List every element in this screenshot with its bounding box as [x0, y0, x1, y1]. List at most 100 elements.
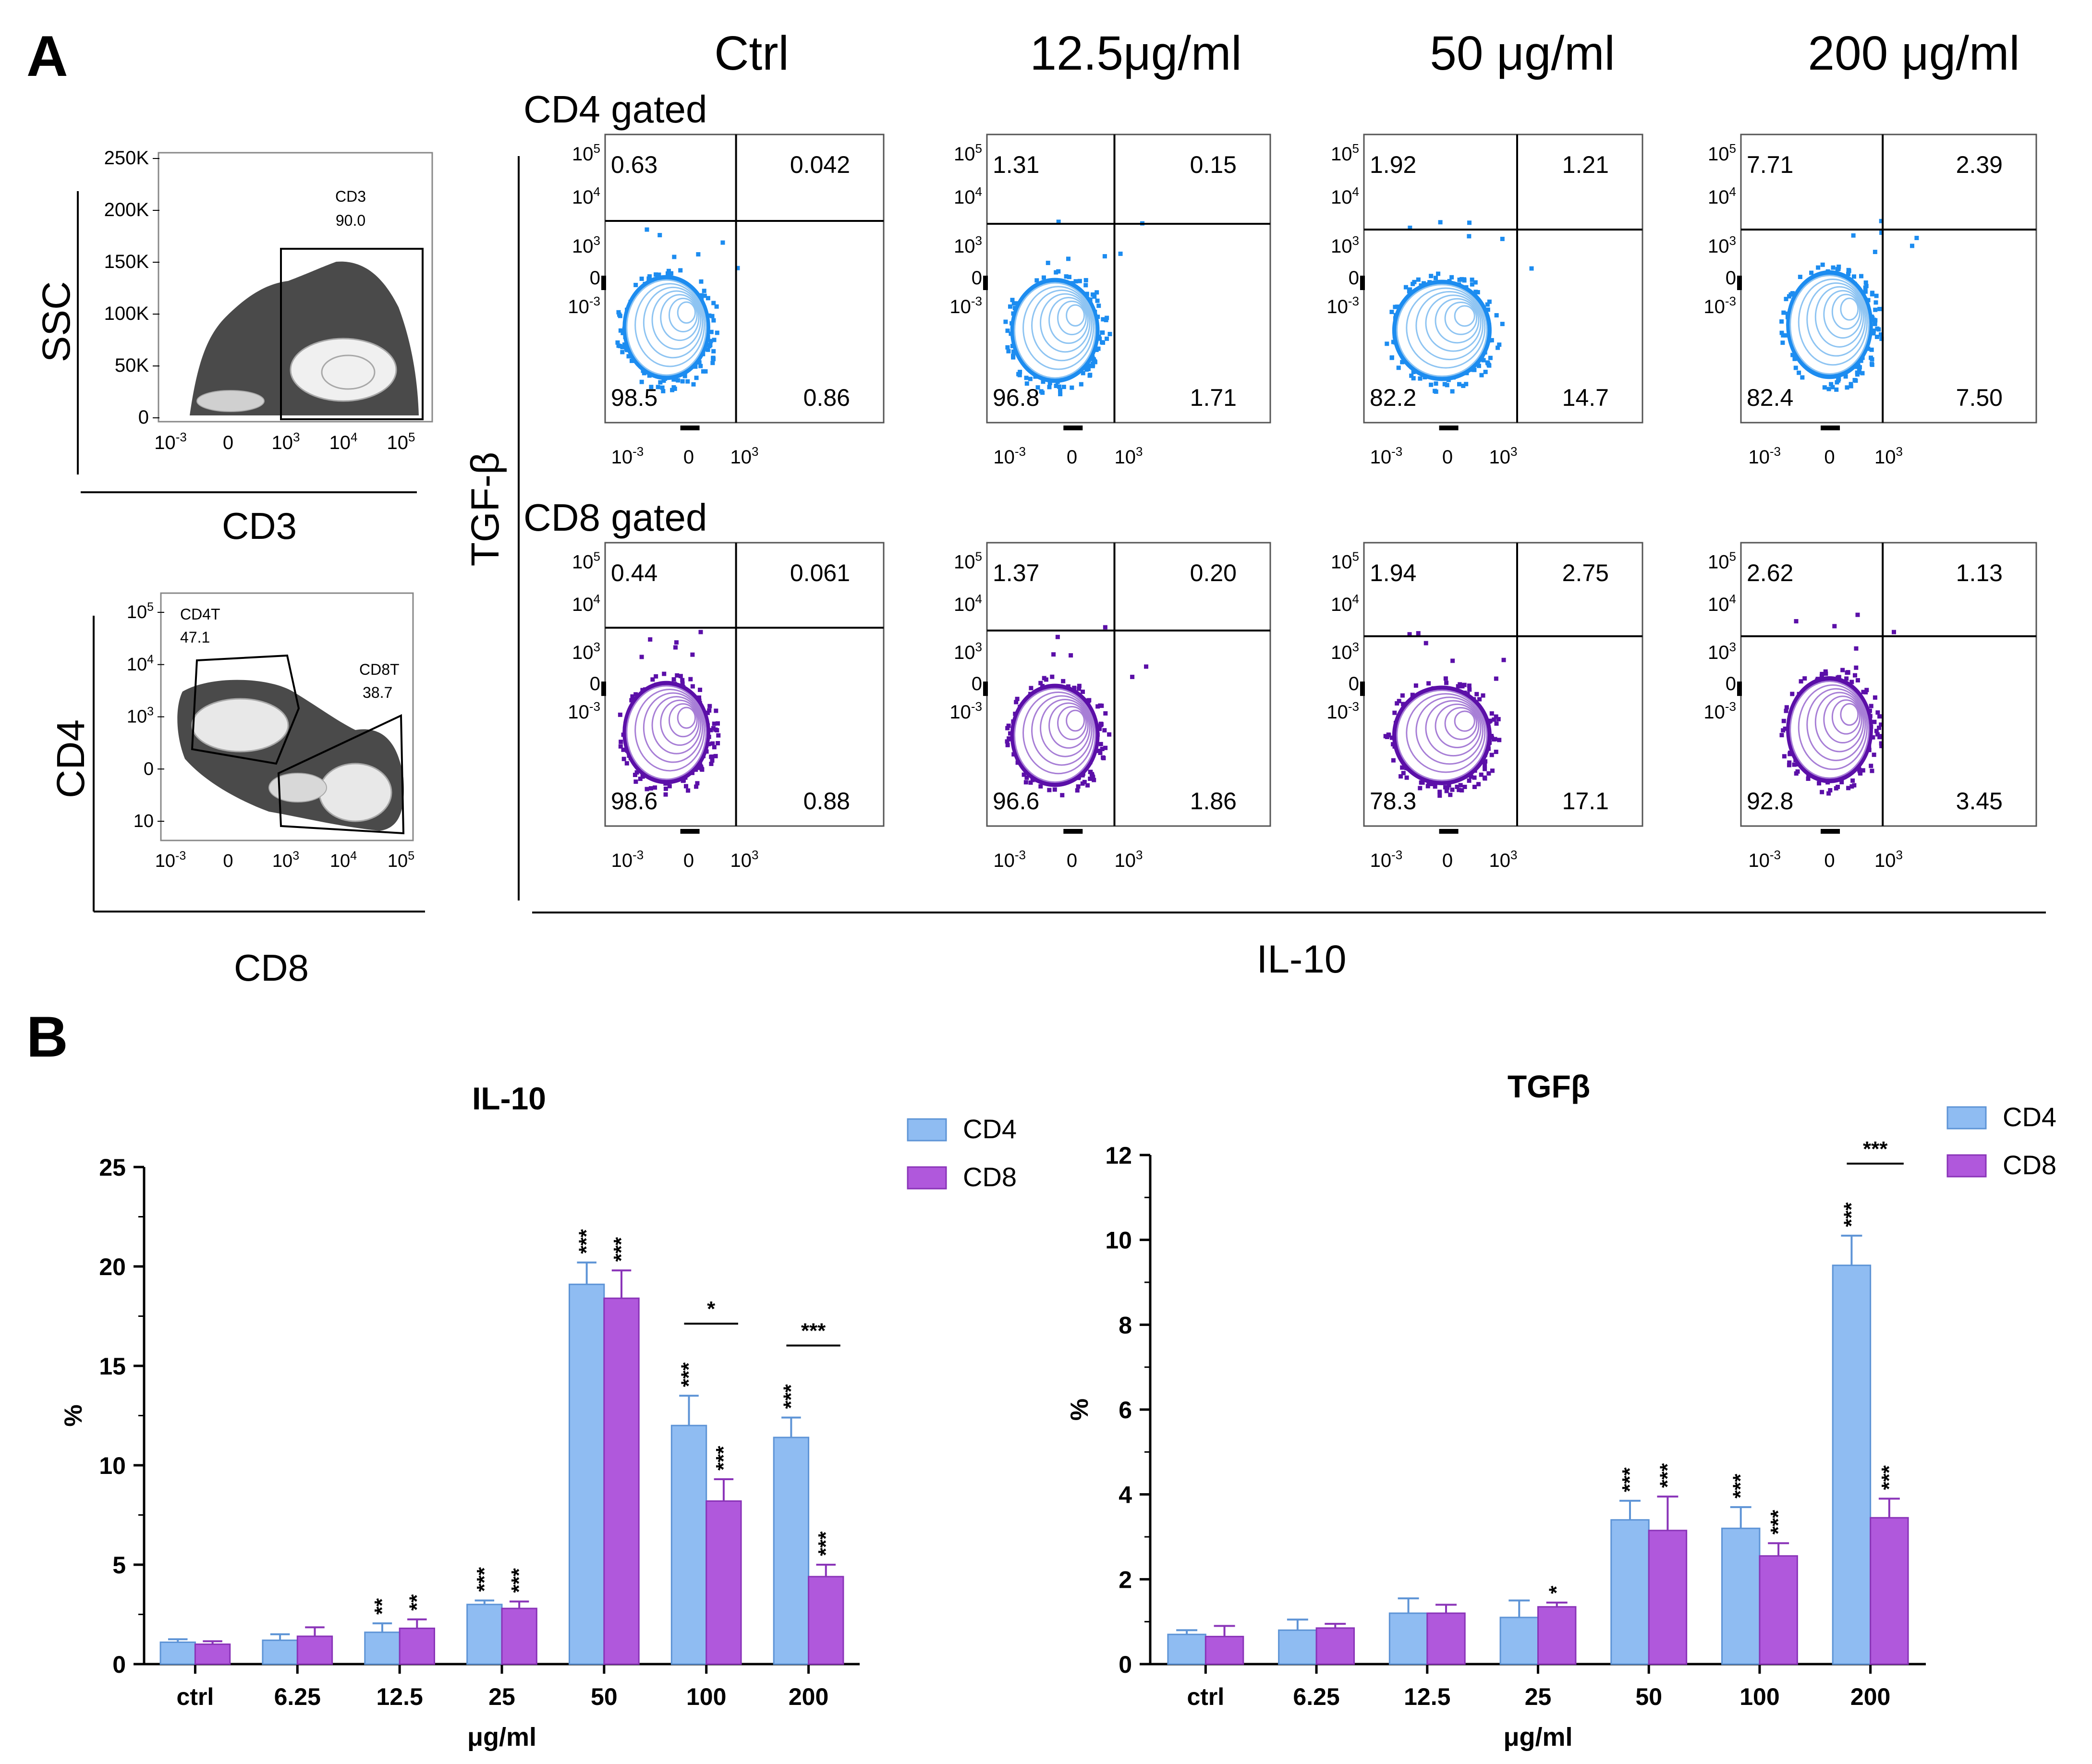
flow-scatter-dot [1100, 330, 1105, 335]
flow-scatter-dot [1095, 290, 1099, 295]
flow-scatter-dot [1477, 697, 1482, 702]
flow-contour-line [1066, 709, 1085, 732]
flow-scatter-dot [1024, 775, 1029, 780]
flow-y-tick-label: 0 [1349, 673, 1359, 694]
flow-scatter-dot [623, 334, 628, 339]
flow-scatter-dot [1081, 364, 1085, 369]
flow-scatter-dot [1050, 674, 1055, 679]
flow-scatter-dot [1449, 275, 1454, 280]
quadrant-value-ur: 2.75 [1562, 560, 1609, 586]
flow-scatter-dot [1849, 784, 1854, 789]
flow-scatter-dot [1447, 279, 1452, 283]
flow-scatter-dot [1426, 681, 1431, 686]
flow-scatter-dot [1874, 334, 1879, 339]
flow-scatter-dot [1060, 686, 1065, 691]
flow-y-tick-label: 105 [954, 549, 982, 572]
flow-y-axis-mark [1737, 276, 1742, 290]
flow-scatter-dot [634, 770, 639, 775]
flow-scatter-dot [1497, 342, 1502, 347]
flow-contour-line [651, 696, 702, 754]
flow-y-tick-label: 103 [572, 233, 600, 257]
flow-scatter-dot [697, 698, 702, 703]
flow-scatter-dot [1076, 784, 1081, 789]
flow-scatter-outlier [672, 255, 677, 259]
flow-scatter-outlier [1529, 266, 1534, 271]
flow-scatter-dot [1822, 385, 1827, 390]
flow-plot-cd4-3: 7.71 2.39 82.4 7.50 105 104 103 0 10-3 10-3 0 103 [1703, 134, 2037, 468]
quadrant-value-ul: 1.94 [1370, 560, 1416, 586]
chart-x-tick-label: 50 [591, 1683, 618, 1710]
flow-x-axis-mark [1821, 829, 1840, 834]
flow-scatter-dot [710, 361, 715, 365]
flow-scatter-dot [1389, 355, 1394, 360]
flow-scatter-dot [707, 344, 712, 349]
flow-contour-line [1040, 293, 1091, 353]
flow-scatter-dot [1483, 369, 1488, 374]
chart-x-tick-label: 200 [789, 1683, 828, 1710]
flow-x-axis-mark [1439, 426, 1459, 430]
flow-scatter-dot [1009, 331, 1013, 336]
flow-contour-line [1823, 290, 1862, 339]
flow-scatter-dot [1422, 281, 1426, 286]
flow-scatter-dot [1846, 786, 1851, 791]
flow-contour-line [1022, 286, 1095, 370]
flow-scatter-outlier [1069, 653, 1073, 658]
flow-scatter-dot [624, 761, 629, 766]
flow-scatter-dot [1436, 271, 1441, 276]
bar-cd8 [1648, 1530, 1688, 1665]
flow-x-tick-label: 0 [1442, 447, 1453, 468]
flow-scatter-dot [1863, 690, 1868, 694]
flow-scatter-dot [618, 712, 622, 717]
flow-scatter-dot [1411, 370, 1416, 375]
flow-x-axis-mark [1063, 829, 1083, 834]
flow-scatter-dot [671, 377, 676, 382]
bar-cd4 [262, 1639, 298, 1665]
flow-y-tick-label: 10-3 [568, 699, 600, 723]
flow-y-axis-label: TGF-β [463, 452, 507, 566]
flow-scatter-dot [1872, 719, 1877, 724]
bar-cd4 [773, 1436, 810, 1665]
flow-scatter-dot [1093, 360, 1097, 365]
gating-cd3-gate-value: 90.0 [336, 212, 365, 229]
col-header-12-5: 12.5μg/ml [1030, 26, 1241, 80]
flow-plot-cd4-1: 1.31 0.15 96.8 1.71 105 104 103 0 10-3 10-3 0 103 [949, 134, 1271, 468]
flow-scatter-dot [703, 743, 708, 748]
flow-scatter-dot [1485, 307, 1490, 312]
flow-scatter-dot [1850, 778, 1855, 783]
flow-scatter-dot [706, 734, 711, 739]
flow-scatter-dot [707, 313, 712, 318]
flow-contour-line [1814, 692, 1864, 753]
flow-scatter-dot [1799, 679, 1803, 684]
flow-scatter-dot [1487, 299, 1492, 304]
flow-contour-line [1806, 282, 1866, 357]
flow-contour-line [1798, 278, 1868, 366]
flow-y-tick-label: 105 [1331, 549, 1359, 572]
flow-contour-line [677, 301, 696, 324]
flow-scatter-dot [1011, 301, 1016, 306]
flow-x-tick-label: 103 [1115, 848, 1143, 871]
flow-scatter-dot [1396, 365, 1401, 370]
flow-contour-line [651, 290, 702, 350]
flow-scatter-dot [1879, 337, 1884, 341]
flow-scatter-dot [1052, 787, 1057, 792]
flow-scatter-dot [1788, 292, 1793, 297]
flow-scatter-dot [1823, 669, 1828, 674]
flow-scatter-dot [1428, 688, 1433, 693]
flow-y-tick-label: 10-3 [1326, 699, 1359, 723]
flow-scatter-dot [1021, 360, 1025, 365]
flow-contour-line [1840, 297, 1859, 321]
flow-scatter-dot [1472, 784, 1477, 789]
flow-y-tick-label: 104 [1708, 184, 1736, 208]
flow-scatter-dot [1027, 696, 1032, 701]
flow-scatter-dot [1084, 292, 1089, 296]
flow-scatter-dot [1087, 698, 1092, 703]
flow-scatter-dot [680, 678, 685, 682]
gating-y-tick-label: 0 [144, 759, 154, 779]
chart-y-tick-label: 20 [99, 1253, 126, 1280]
flow-scatter-dot [701, 751, 706, 755]
flow-scatter-dots [1003, 219, 1144, 397]
flow-scatter-dot [1869, 347, 1874, 352]
flow-scatter-dot [1806, 773, 1811, 778]
flow-scatter-dot [703, 369, 708, 374]
flow-scatter-dot [1393, 316, 1398, 321]
